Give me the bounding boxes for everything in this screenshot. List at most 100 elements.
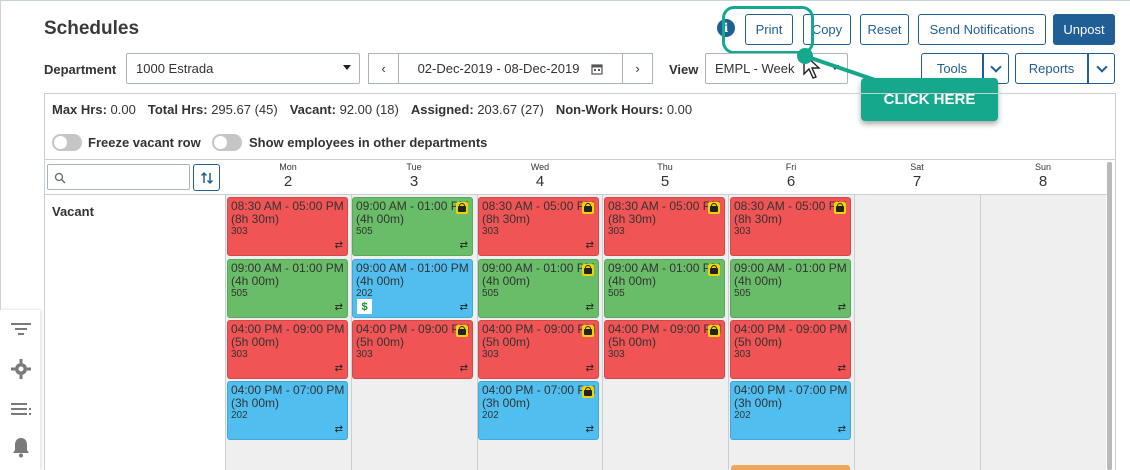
sort-icon (200, 171, 213, 184)
show-other-depts-toggle[interactable] (212, 134, 242, 151)
lock-icon (708, 325, 720, 337)
shift-card[interactable]: 04:00 PM - 07:00 PM (3h 00m) 202 ⇄ (227, 381, 348, 440)
shift-card-partial[interactable] (731, 465, 850, 470)
print-highlight-ring (722, 6, 814, 54)
day-header-tue: Tue 3 (406, 162, 422, 190)
info-icon[interactable]: i (717, 19, 735, 37)
view-label: View (669, 62, 699, 77)
chevron-down-icon (1095, 60, 1108, 73)
row-divider (44, 194, 1107, 195)
callout-connector (797, 48, 876, 82)
schedule-panel (44, 93, 1116, 470)
freeze-vacant-label: Freeze vacant row (88, 135, 201, 150)
reports-dropdown-button[interactable] (1088, 53, 1115, 84)
schedule-stats: Max Hrs: 0.00 Total Hrs: 295.67 (45) Vac… (52, 102, 692, 117)
swap-icon: ⇄ (837, 424, 846, 435)
swap-icon: ⇄ (585, 363, 594, 374)
lock-icon (708, 264, 720, 276)
next-week-button[interactable]: › (622, 53, 653, 84)
shift-card[interactable]: 09:00 AM - 01:00 PM (4h 00m) 505 ⇄ (227, 259, 348, 318)
click-here-callout: CLICK HERE (861, 78, 998, 121)
day-header-wed: Wed 4 (530, 162, 550, 190)
shift-card[interactable]: 04:00 PM - 07:00 PM (3h 00m) 202 ⇄ (478, 381, 599, 440)
lock-icon (456, 325, 468, 337)
dollar-icon: $ (357, 299, 372, 314)
shift-card[interactable]: 08:30 AM - 05:00 PM (8h 30m) 303 ⇄ (227, 197, 348, 256)
day-header-thu: Thu 5 (657, 162, 673, 190)
reset-button[interactable]: Reset (860, 14, 909, 45)
department-select[interactable]: 1000 Estrada (126, 53, 360, 84)
day-header-sun: Sun 8 (1034, 162, 1051, 190)
swap-icon: ⇄ (585, 240, 594, 251)
show-other-depts-label: Show employees in other departments (249, 135, 488, 150)
stat-assigned: Assigned: 203.67 (27) (410, 102, 544, 117)
shift-card[interactable]: 09:00 AM - 01:00 PM (4h 00m) 505 ⇄ (478, 259, 599, 318)
print-button[interactable]: Print (745, 14, 793, 45)
swap-icon: ⇄ (837, 363, 846, 374)
freeze-vacant-toggle[interactable] (52, 134, 82, 151)
shift-card[interactable]: 09:00 AM - 01:00 PM (4h 00m) 505 (604, 259, 725, 318)
lock-icon (582, 264, 594, 276)
swap-icon: ⇄ (585, 302, 594, 313)
swap-icon: ⇄ (459, 302, 468, 313)
day-column-sun[interactable] (980, 195, 1106, 470)
day-header-mon: Mon 2 (279, 162, 297, 190)
day-column-sat[interactable] (854, 195, 980, 470)
grid-divider (44, 159, 1116, 160)
shift-card[interactable]: 08:30 AM - 05:00 PM (8h 30m) 303 (730, 197, 851, 256)
filter-icon[interactable] (8, 316, 34, 342)
shift-card[interactable]: 09:00 AM - 01:00 PM (4h 00m) 202 $ ⇄ (352, 259, 473, 318)
reports-button[interactable]: Reports (1015, 53, 1088, 84)
swap-icon: ⇄ (334, 424, 343, 435)
swap-icon: ⇄ (459, 363, 468, 374)
sort-button[interactable] (193, 164, 220, 191)
swap-icon: ⇄ (585, 424, 594, 435)
shift-card[interactable]: 04:00 PM - 09:00 PM (5h 00m) 303 ⇄ (478, 320, 599, 379)
send-notifications-button[interactable]: Send Notifications (918, 14, 1046, 45)
day-header-sat: Sat 7 (910, 162, 924, 190)
swap-icon: ⇄ (334, 240, 343, 251)
swap-icon: ⇄ (837, 302, 846, 313)
stat-max-hrs: Max Hrs: 0.00 (52, 102, 136, 117)
stat-total-hrs: Total Hrs: 295.67 (45) (147, 102, 278, 117)
shift-card[interactable]: 04:00 PM - 09:00 PM (5h 00m) 303 (604, 320, 725, 379)
shift-card[interactable]: 08:30 AM - 05:00 PM (8h 30m) 303 ⇄ (478, 197, 599, 256)
swap-icon: ⇄ (334, 302, 343, 313)
lock-icon (582, 386, 594, 398)
stat-vacant: Vacant: 92.00 (18) (289, 102, 399, 117)
chevron-down-icon (343, 65, 351, 70)
day-header-fri: Fri 6 (785, 162, 797, 190)
unpost-button[interactable]: Unpost (1053, 14, 1115, 45)
employee-search-input[interactable] (47, 164, 190, 190)
swap-icon: ⇄ (334, 363, 343, 374)
vacant-row-label: Vacant (52, 204, 94, 219)
bell-icon[interactable] (8, 434, 34, 460)
stat-non-work: Non-Work Hours: 0.00 (555, 102, 693, 117)
search-icon (54, 172, 66, 184)
lock-icon (456, 202, 468, 214)
gear-icon[interactable] (8, 356, 34, 382)
chevron-down-icon (990, 60, 1002, 73)
calendar-icon (591, 63, 604, 75)
lock-icon (708, 202, 720, 214)
shift-card[interactable]: 04:00 PM - 09:00 PM (5h 00m) 303 ⇄ (352, 320, 473, 379)
lock-icon (834, 202, 846, 214)
shift-card[interactable]: 09:00 AM - 01:00 PM (4h 00m) 505 ⇄ (352, 197, 473, 256)
shift-card[interactable]: 04:00 PM - 09:00 PM (5h 00m) 303 ⇄ (227, 320, 348, 379)
view-select[interactable]: EMPL - Week (705, 53, 848, 84)
department-value: 1000 Estrada (136, 61, 214, 76)
shift-card[interactable]: 04:00 PM - 09:00 PM (5h 00m) 303 ⇄ (730, 320, 851, 379)
view-value: EMPL - Week (715, 61, 795, 76)
lock-icon (582, 202, 594, 214)
page-title: Schedules (44, 18, 140, 39)
shift-card[interactable]: 04:00 PM - 07:00 PM (3h 00m) 202 ⇄ (730, 381, 851, 440)
date-range-text: 02-Dec-2019 - 08-Dec-2019 (417, 61, 580, 76)
shift-card[interactable]: 08:30 AM - 05:00 PM (8h 30m) 303 (604, 197, 725, 256)
prev-week-button[interactable]: ‹ (368, 53, 399, 84)
side-toolbar (0, 310, 40, 470)
list-icon[interactable] (8, 396, 34, 422)
vertical-scrollbar[interactable] (1107, 162, 1112, 470)
shift-card[interactable]: 09:00 AM - 01:00 PM (4h 00m) 505 ⇄ (730, 259, 851, 318)
date-range-picker[interactable]: 02-Dec-2019 - 08-Dec-2019 (399, 53, 622, 84)
